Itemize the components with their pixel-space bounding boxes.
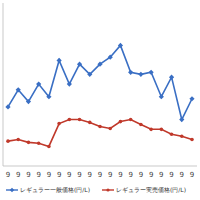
- point: [57, 58, 62, 63]
- point: [119, 120, 123, 124]
- x-tick-label: 9: [47, 171, 51, 179]
- point: [37, 141, 41, 145]
- plot-area: [5, 43, 194, 148]
- point: [149, 70, 154, 75]
- y-axis: [3, 3, 4, 166]
- series-line: [8, 45, 192, 119]
- x-tick-label: 9: [128, 171, 132, 179]
- point: [179, 117, 184, 122]
- point: [118, 43, 123, 48]
- point: [57, 122, 61, 126]
- point: [16, 138, 20, 142]
- point: [139, 123, 143, 127]
- x-tick-label: 9: [108, 171, 112, 179]
- point: [170, 132, 174, 136]
- point: [67, 81, 72, 86]
- legend-marker: [106, 188, 109, 191]
- point: [6, 139, 10, 143]
- point: [98, 125, 102, 129]
- point: [36, 81, 41, 86]
- point: [180, 134, 184, 138]
- background: [0, 0, 200, 200]
- point: [129, 118, 133, 122]
- point: [88, 121, 92, 125]
- point: [47, 145, 51, 149]
- point: [159, 94, 164, 99]
- x-tick-label: 9: [98, 171, 102, 179]
- point: [149, 128, 153, 132]
- x-tick-label: 9: [169, 171, 173, 179]
- x-tick-label: 9: [6, 171, 10, 179]
- legend-label: レギュラー一般価格(円/L): [20, 186, 90, 193]
- x-tick-label: 9: [118, 171, 122, 179]
- point: [128, 70, 133, 75]
- x-tick-label: 9: [190, 171, 194, 179]
- x-tick-label: 9: [57, 171, 61, 179]
- point: [138, 72, 143, 77]
- point: [87, 72, 92, 77]
- point: [77, 62, 82, 67]
- x-axis: [3, 166, 197, 167]
- point: [26, 99, 31, 104]
- x-tick-label: 9: [36, 171, 40, 179]
- point: [190, 138, 194, 142]
- point: [78, 118, 82, 122]
- legend-label: レギュラー実売価格(円/L): [116, 186, 186, 193]
- point: [189, 96, 194, 101]
- point: [68, 118, 72, 122]
- point: [97, 62, 102, 67]
- series-line: [8, 120, 192, 147]
- x-tick-label: 9: [88, 171, 92, 179]
- x-tick-label: 9: [139, 171, 143, 179]
- point: [46, 94, 51, 99]
- point: [108, 55, 113, 60]
- x-tick-label: 9: [180, 171, 184, 179]
- x-tick-label: 9: [149, 171, 153, 179]
- x-tick-label: 9: [159, 171, 163, 179]
- point: [27, 141, 31, 145]
- x-tick-label: 9: [26, 171, 30, 179]
- point: [160, 128, 164, 132]
- point: [5, 104, 10, 109]
- x-tick-label: 9: [16, 171, 20, 179]
- x-tick-label: 9: [67, 171, 71, 179]
- legend-marker: [10, 188, 14, 192]
- point: [169, 75, 174, 80]
- point: [16, 87, 21, 92]
- legend-swatch: [102, 189, 114, 190]
- x-tick-label: 9: [77, 171, 81, 179]
- point: [108, 127, 112, 131]
